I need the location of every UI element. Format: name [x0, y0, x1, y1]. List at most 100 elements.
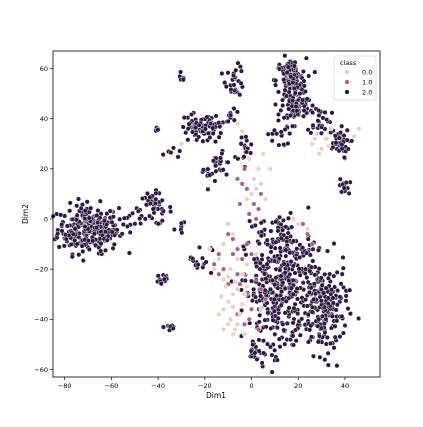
data-point-class-2	[190, 256, 196, 262]
data-point-class-0	[326, 143, 332, 149]
data-point-class-2	[73, 217, 79, 223]
data-point-class-2	[137, 216, 143, 222]
data-point-class-2	[213, 113, 219, 119]
data-point-class-2	[287, 233, 294, 239]
data-point-class-2	[205, 130, 211, 136]
data-point-class-2	[264, 237, 270, 243]
data-point-class-2	[180, 77, 186, 83]
data-point-class-2	[309, 304, 315, 310]
data-point-class-2	[250, 342, 256, 348]
data-point-class-2	[225, 70, 231, 76]
data-point-class-2	[175, 154, 181, 160]
data-point-class-0	[263, 196, 269, 202]
data-point-class-2	[210, 158, 216, 164]
data-point-class-2	[102, 247, 109, 253]
data-point-class-2	[212, 178, 218, 184]
data-point-class-1	[234, 271, 241, 277]
data-point-class-2	[216, 134, 222, 140]
data-point-class-2	[268, 325, 274, 331]
data-point-class-2	[311, 281, 317, 287]
data-point-class-0	[267, 166, 273, 172]
data-point-class-0	[312, 136, 318, 142]
data-point-class-2	[205, 166, 211, 172]
data-point-class-2	[248, 150, 254, 156]
data-point-class-0	[216, 311, 222, 317]
data-point-class-2	[135, 208, 141, 214]
data-point-class-0	[241, 291, 248, 297]
data-point-class-2	[336, 135, 342, 141]
data-point-class-2	[239, 134, 245, 141]
data-point-class-2	[228, 112, 234, 118]
data-point-class-2	[287, 130, 293, 137]
data-point-class-1	[253, 276, 259, 282]
data-point-class-2	[275, 285, 281, 291]
data-point-class-2	[181, 115, 187, 121]
data-point-class-0	[232, 279, 238, 285]
data-point-class-2	[304, 275, 310, 281]
x-axis-label: Dim1	[206, 391, 226, 400]
data-point-class-2	[282, 341, 288, 347]
data-point-class-2	[276, 336, 282, 342]
data-point-class-2	[272, 331, 278, 337]
data-point-class-1	[255, 206, 262, 212]
data-point-class-2	[274, 293, 280, 299]
data-point-class-2	[159, 197, 165, 203]
data-point-class-0	[305, 226, 311, 232]
data-point-class-2	[272, 245, 278, 251]
data-point-class-2	[283, 247, 289, 253]
data-point-class-2	[281, 115, 287, 121]
data-point-class-2	[304, 96, 310, 102]
data-point-class-2	[178, 220, 184, 226]
data-point-class-2	[116, 205, 122, 211]
data-point-class-2	[207, 172, 213, 178]
data-point-class-0	[230, 304, 236, 310]
data-point-class-2	[333, 140, 339, 146]
data-point-class-2	[306, 73, 312, 79]
x-tick-label: −60	[105, 382, 119, 390]
data-point-class-2	[265, 310, 271, 316]
data-point-class-2	[272, 347, 278, 353]
data-point-class-2	[334, 269, 340, 275]
data-point-class-0	[234, 321, 241, 327]
data-point-class-2	[277, 267, 283, 273]
data-point-class-2	[342, 322, 348, 329]
y-tick-label: −60	[34, 366, 48, 374]
data-point-class-2	[343, 180, 349, 186]
data-point-class-2	[268, 244, 274, 250]
data-point-class-2	[110, 214, 116, 220]
data-point-class-1	[239, 181, 245, 187]
data-point-class-2	[275, 315, 281, 321]
data-point-class-2	[256, 241, 262, 247]
data-point-class-2	[170, 145, 177, 151]
data-point-class-2	[196, 122, 202, 128]
data-point-class-2	[93, 225, 100, 231]
data-point-class-2	[282, 270, 288, 276]
data-point-class-2	[258, 293, 264, 299]
data-point-class-2	[340, 254, 346, 261]
data-point-class-2	[240, 243, 246, 250]
data-point-class-2	[300, 97, 306, 103]
data-point-class-2	[117, 216, 123, 222]
data-point-class-0	[244, 196, 250, 202]
data-point-class-2	[329, 313, 336, 319]
data-point-class-1	[255, 326, 262, 332]
data-point-class-0	[316, 151, 322, 157]
data-point-class-2	[303, 297, 309, 303]
data-point-class-0	[253, 251, 259, 257]
data-point-class-2	[318, 130, 324, 136]
data-point-class-2	[188, 111, 195, 118]
data-point-class-0	[206, 246, 213, 252]
y-axis: −60 −40 −20 0 20 40 60	[34, 65, 53, 374]
data-point-class-2	[248, 141, 254, 147]
data-point-class-0	[295, 221, 301, 227]
data-point-class-2	[301, 107, 307, 114]
data-point-class-0	[246, 156, 252, 162]
y-tick-label: 60	[40, 65, 48, 73]
data-point-class-2	[324, 334, 330, 341]
data-point-class-0	[225, 221, 231, 227]
data-point-class-2	[294, 296, 301, 302]
data-point-class-0	[225, 299, 231, 305]
data-point-class-2	[337, 129, 344, 136]
data-point-class-2	[335, 288, 341, 294]
data-point-class-2	[275, 117, 281, 124]
